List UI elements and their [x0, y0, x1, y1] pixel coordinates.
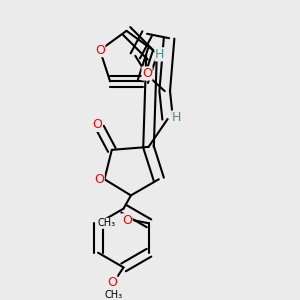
Text: O: O [122, 214, 132, 227]
Text: O: O [94, 173, 104, 186]
Text: O: O [92, 118, 102, 131]
Text: O: O [95, 44, 105, 57]
Text: O: O [107, 276, 117, 289]
Text: CH₃: CH₃ [104, 290, 122, 300]
Text: CH₃: CH₃ [97, 218, 115, 228]
Text: H: H [172, 111, 181, 124]
Text: H: H [155, 48, 164, 61]
Text: O: O [142, 67, 152, 80]
